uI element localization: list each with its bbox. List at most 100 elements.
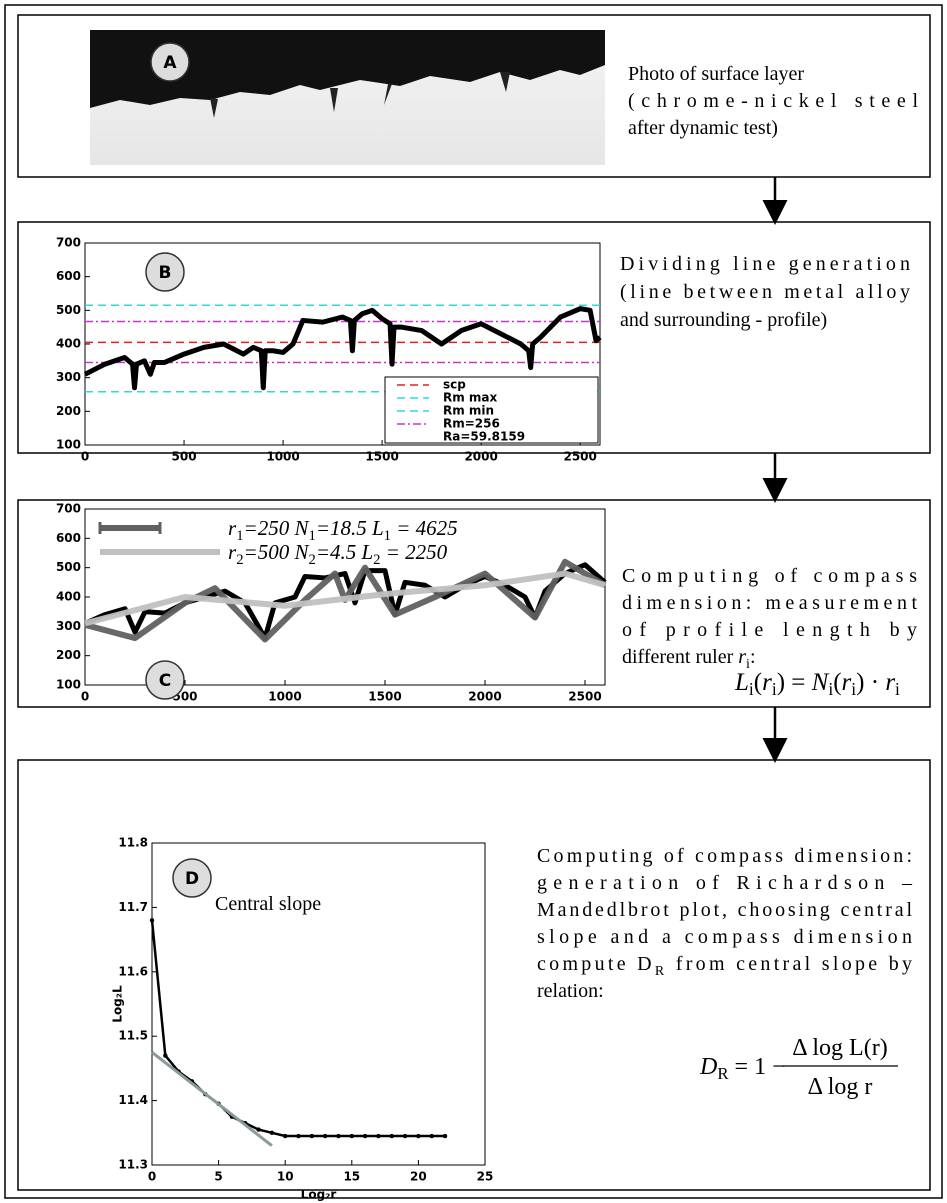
text-part: from central slope by <box>668 953 912 975</box>
text-part: i <box>895 679 900 699</box>
text-part: 2 <box>373 552 380 568</box>
x-tick-label: 0 <box>148 1170 156 1184</box>
y-tick-label: 11.6 <box>118 964 148 978</box>
point <box>256 1127 260 1131</box>
body-text: (line between metal alloy <box>620 281 910 303</box>
point <box>336 1134 340 1138</box>
x-tick-label: 15 <box>343 1170 360 1184</box>
panel-label: D <box>185 869 199 889</box>
body-text: Dividing line generation <box>620 253 910 275</box>
y-tick-label: 11.7 <box>118 900 148 914</box>
x-tick-label: 10 <box>277 1170 294 1184</box>
legend-label: Rm min <box>443 404 494 418</box>
text-part: different ruler <box>622 646 738 668</box>
y-tick-label: 11.8 <box>118 836 148 850</box>
x-tick-label: 1000 <box>268 690 301 704</box>
formula: Li(ri) = Ni(ri) · ri <box>734 669 900 699</box>
body-text: (chrome-nickel steel <box>628 90 918 112</box>
y-tick-label: 700 <box>56 502 81 516</box>
text-part: r <box>842 669 852 696</box>
body-text: after dynamic test) <box>628 117 778 139</box>
text-part: =250 N <box>244 516 310 540</box>
y-tick-label: 100 <box>56 438 81 452</box>
text-part: 1 <box>236 528 243 544</box>
text-part: compute D <box>537 953 652 975</box>
text-part: R <box>655 964 665 979</box>
point <box>270 1131 274 1135</box>
body-text: relation: <box>537 980 604 1002</box>
legend-label: r2=500 N2=4.5 L2 = 2250 <box>228 540 448 568</box>
text-part: 1 <box>308 528 315 544</box>
text-part: =18.5 L <box>316 516 384 540</box>
x-tick-label: 1500 <box>368 690 401 704</box>
x-tick-label: 5 <box>214 1170 222 1184</box>
x-tick-label: 2000 <box>464 450 497 464</box>
x-tick-label: 2000 <box>468 690 501 704</box>
body-text: Photo of surface layer <box>628 63 804 85</box>
text-part: D <box>699 1054 717 1080</box>
y-tick-label: 400 <box>56 590 81 604</box>
annotation: Central slope <box>215 893 321 915</box>
body-text: generation of Richardson – <box>537 872 913 894</box>
text-part: r <box>762 669 772 696</box>
y-tick-label: 300 <box>56 619 81 633</box>
point <box>443 1134 447 1138</box>
point <box>403 1134 407 1138</box>
point <box>363 1134 367 1138</box>
y-tick-label: 100 <box>56 678 81 692</box>
text-part: =500 N <box>244 540 310 564</box>
point <box>150 918 154 922</box>
legend-label: Ra=59.8159 <box>443 430 525 444</box>
y-tick-label: 200 <box>56 404 81 418</box>
body-text: and surrounding - profile) <box>620 309 827 331</box>
point <box>350 1134 354 1138</box>
y-tick-label: 200 <box>56 648 81 662</box>
formula: DR = 1 − <box>699 1054 786 1083</box>
y-tick-label: 600 <box>56 531 81 545</box>
x-tick-label: 2500 <box>563 450 596 464</box>
y-tick-label: 500 <box>56 560 81 574</box>
y-tick-label: 500 <box>56 303 81 317</box>
x-tick-label: 2500 <box>568 690 601 704</box>
x-tick-label: 1000 <box>266 450 299 464</box>
point <box>310 1134 314 1138</box>
body-text: of profile length by <box>622 619 917 641</box>
text-part: R <box>717 1064 729 1083</box>
point <box>376 1134 380 1138</box>
panel-label: B <box>159 263 172 283</box>
diagram: Photo of surface layer (chrome-nickel ste… <box>0 0 947 1203</box>
text-part: ( <box>754 669 762 696</box>
panel-label: A <box>163 53 177 73</box>
x-tick-label: 1500 <box>365 450 398 464</box>
text-part: : <box>750 646 756 668</box>
panel-label: C <box>159 671 171 691</box>
y-tick-label: 400 <box>56 337 81 351</box>
x-tick-label: 500 <box>172 450 197 464</box>
text-part: =4.5 L <box>316 540 373 564</box>
formula-numerator: Δ log L(r) <box>792 1035 887 1061</box>
body-text: Mandedlbrot plot, choosing central <box>537 899 912 921</box>
legend-label: scp <box>443 378 466 392</box>
x-axis-title: Log₂r <box>301 1188 337 1202</box>
point <box>296 1134 300 1138</box>
legend-label: Rm max <box>443 391 498 405</box>
text-part: ) = <box>777 669 812 696</box>
text-part: = 2250 <box>381 540 448 564</box>
text-part: = 4625 <box>391 516 458 540</box>
body-text: Computing of compass dimension: <box>537 845 912 867</box>
text-part: ) · <box>856 669 885 696</box>
text-part: ( <box>833 669 841 696</box>
x-tick-label: 0 <box>81 690 89 704</box>
text-part: 2 <box>308 552 315 568</box>
y-tick-label: 700 <box>56 236 81 250</box>
y-axis-title: Log₂L <box>111 985 125 1023</box>
legend-label: Rm=256 <box>443 417 500 431</box>
formula-denominator: Δ log r <box>808 1074 873 1100</box>
text-part: r <box>885 669 895 696</box>
point <box>430 1134 434 1138</box>
point <box>416 1134 420 1138</box>
text-part: L <box>734 669 749 696</box>
x-tick-label: 0 <box>81 450 89 464</box>
text-part: 2 <box>236 552 243 568</box>
